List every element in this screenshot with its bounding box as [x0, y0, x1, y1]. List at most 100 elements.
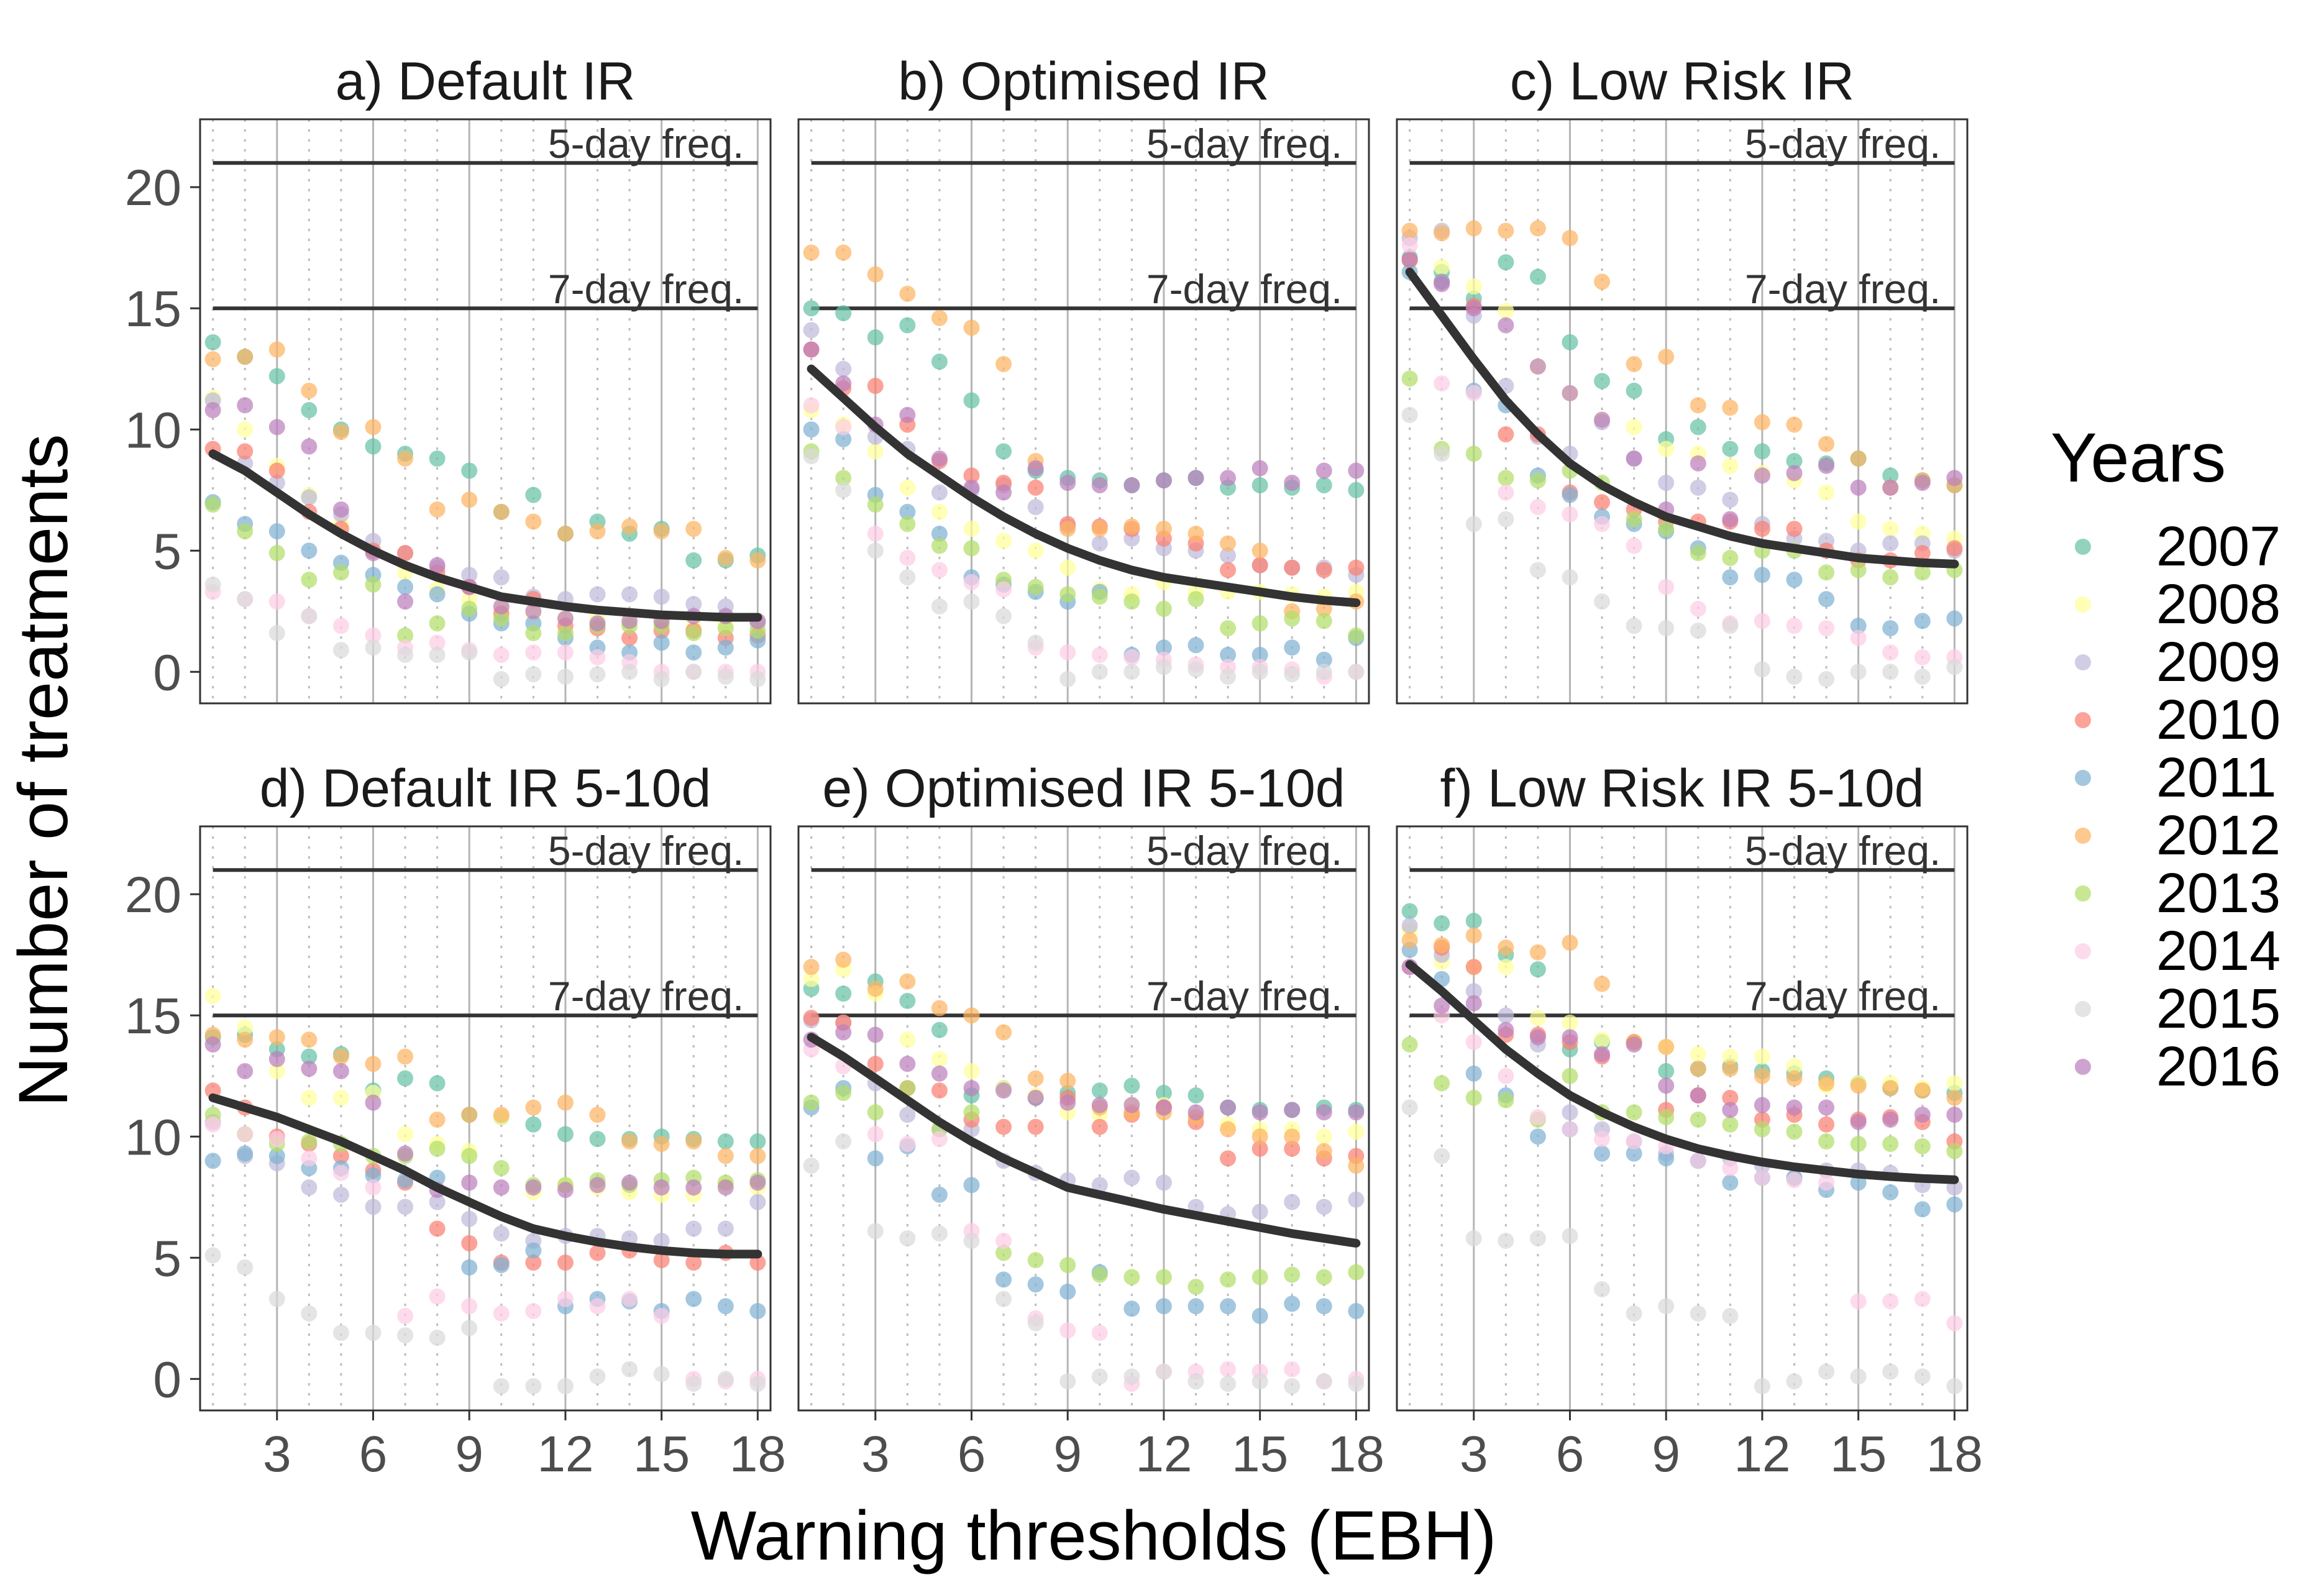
point-2015 [461, 1320, 478, 1336]
point-2012 [1498, 222, 1514, 239]
point-2015 [1091, 664, 1108, 680]
point-2009 [1465, 983, 1482, 1000]
point-2009 [1155, 1174, 1172, 1191]
point-2016 [332, 1062, 349, 1079]
point-2016 [493, 598, 510, 615]
point-2011 [429, 586, 446, 603]
reference-line-label: 5-day freq. [548, 121, 744, 167]
point-2012 [1594, 975, 1611, 992]
point-2010 [429, 1220, 446, 1237]
point-2014 [1465, 1034, 1482, 1051]
point-2012 [237, 1031, 254, 1048]
reference-line-label: 7-day freq. [1146, 973, 1343, 1019]
y-tick-label: 10 [125, 402, 181, 459]
point-2012 [931, 309, 948, 326]
point-2014 [995, 1232, 1012, 1249]
point-2016 [1914, 475, 1931, 491]
legend-item-2015: 2015 [2075, 978, 2281, 1040]
panel-title: a) Default IR [336, 52, 636, 111]
point-2008 [1626, 419, 1642, 436]
point-2011 [1187, 637, 1204, 654]
point-2012 [899, 973, 916, 990]
point-2011 [1850, 618, 1867, 634]
point-2011 [749, 1303, 766, 1320]
point-2009 [803, 322, 820, 339]
point-2007 [589, 1131, 606, 1148]
point-2016 [899, 1056, 916, 1072]
point-2007 [1562, 334, 1578, 350]
point-2008 [1946, 1075, 1963, 1092]
point-2010 [1818, 1116, 1835, 1133]
point-2013 [1818, 1133, 1835, 1150]
x-tick-label: 15 [1232, 1426, 1288, 1483]
point-2009 [301, 489, 318, 506]
point-2016 [525, 603, 542, 619]
point-2013 [1284, 1266, 1301, 1283]
point-2016 [1027, 1089, 1044, 1106]
legend-swatch [2075, 885, 2091, 902]
point-2009 [653, 588, 670, 605]
point-2010 [1251, 1140, 1268, 1157]
point-2014 [1529, 499, 1546, 516]
point-2016 [1626, 1036, 1642, 1053]
point-2011 [493, 1256, 510, 1273]
legend-item-2013: 2013 [2075, 862, 2281, 925]
point-2013 [1251, 615, 1268, 632]
point-2011 [1059, 1283, 1076, 1300]
point-2010 [525, 1254, 542, 1271]
point-2015 [1123, 664, 1140, 680]
point-2015 [995, 608, 1012, 624]
point-2011 [685, 1291, 702, 1307]
point-2010 [461, 1235, 478, 1251]
point-2013 [1658, 1109, 1675, 1126]
point-2012 [995, 1024, 1012, 1041]
point-2016 [1562, 1029, 1578, 1046]
point-2007 [365, 438, 382, 455]
point-2015 [749, 670, 766, 687]
point-2015 [717, 1371, 734, 1387]
point-2012 [1754, 1067, 1770, 1084]
point-2016 [1187, 1104, 1204, 1121]
point-2016 [1722, 511, 1739, 528]
point-2011 [461, 1259, 478, 1276]
point-2011 [1315, 651, 1332, 668]
point-2013 [1690, 545, 1706, 562]
point-2016 [1091, 477, 1108, 493]
point-2014 [1690, 600, 1706, 617]
point-2009 [685, 596, 702, 613]
point-2009 [931, 484, 948, 501]
x-tick-label: 15 [1830, 1426, 1887, 1483]
point-2014 [1882, 1293, 1899, 1310]
legend-label: 2012 [2156, 805, 2281, 867]
point-2012 [1690, 1061, 1706, 1077]
point-2010 [1027, 1118, 1044, 1135]
point-2013 [1315, 1269, 1332, 1286]
point-2016 [1690, 1087, 1706, 1103]
point-2014 [1658, 578, 1675, 595]
legend-label: 2010 [2156, 689, 2281, 751]
point-2010 [653, 1252, 670, 1269]
point-2016 [995, 1082, 1012, 1099]
panel-5: 5-day freq. 7-day freq. e) Optimised IR 5-… [797, 759, 1384, 1483]
point-2015 [1315, 664, 1332, 680]
point-2012 [1754, 414, 1770, 431]
point-2016 [1155, 472, 1172, 489]
point-2013 [1754, 1121, 1770, 1138]
x-tick-label: 6 [958, 1426, 986, 1483]
point-2015 [268, 624, 285, 641]
reference-line-label: 7-day freq. [1146, 266, 1343, 312]
point-2012 [1498, 939, 1514, 956]
point-2015 [1818, 1363, 1835, 1380]
point-2015 [525, 1378, 542, 1394]
point-2014 [653, 1307, 670, 1324]
point-2009 [301, 1179, 318, 1196]
point-2012 [493, 1107, 510, 1123]
point-2013 [1818, 564, 1835, 581]
point-2011 [1284, 639, 1301, 656]
point-2012 [685, 521, 702, 537]
point-2008 [1690, 1046, 1706, 1062]
point-2008 [397, 1126, 414, 1143]
point-2013 [1882, 569, 1899, 586]
point-2015 [1220, 1376, 1237, 1392]
reference-line-label: 5-day freq. [1745, 121, 1941, 167]
